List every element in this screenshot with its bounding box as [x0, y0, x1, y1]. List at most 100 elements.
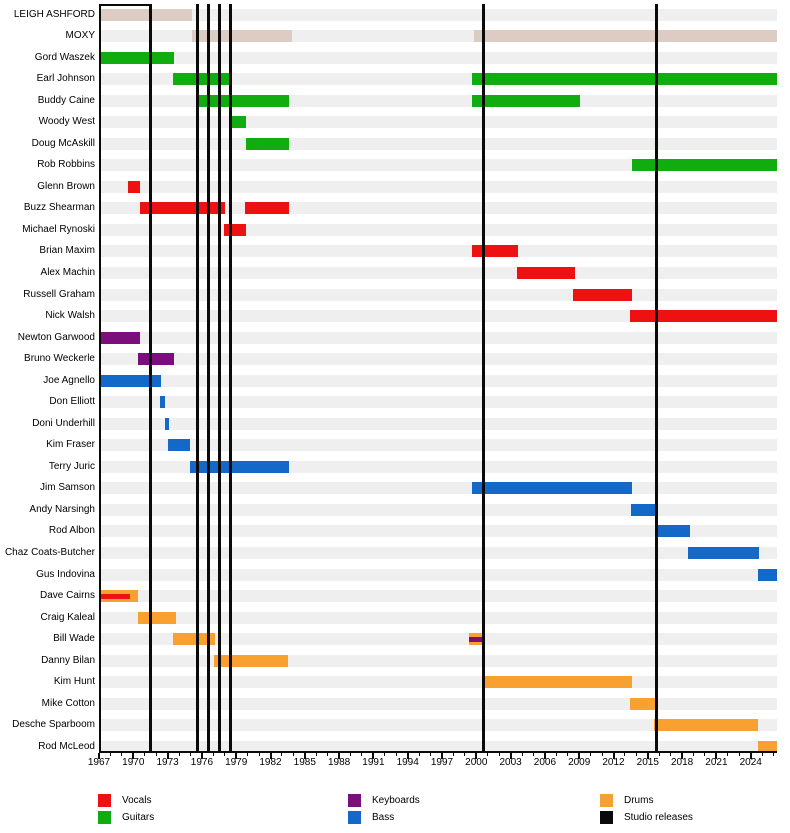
- timeline-bar-vocals: [224, 223, 247, 236]
- major-tick: [372, 753, 375, 759]
- year-tick-label: 2012: [602, 757, 625, 768]
- minor-tick: [327, 753, 329, 756]
- timeline-bar-drums: [483, 676, 632, 689]
- minor-tick: [109, 753, 111, 756]
- timeline-bar-guitars: [471, 73, 777, 86]
- minor-tick: [555, 753, 557, 756]
- major-tick: [475, 753, 478, 759]
- minor-tick: [315, 753, 317, 756]
- timeline-bar-band: [191, 30, 293, 43]
- minor-tick: [464, 753, 466, 756]
- timeline-plot-area: [98, 4, 777, 759]
- plot-top-border-segment: [99, 4, 151, 6]
- row-stripe: [99, 568, 777, 581]
- year-tick-label: 1967: [87, 757, 111, 768]
- timeline-bar-guitars: [246, 137, 289, 150]
- row-stripe: [99, 159, 777, 172]
- year-tick-label: 1985: [293, 757, 316, 768]
- timeline-bar-bass: [471, 482, 632, 495]
- row-stripe: [99, 611, 777, 624]
- legend-item-guitars: Guitars: [98, 811, 154, 824]
- minor-tick: [658, 753, 660, 756]
- row-stripe: [99, 719, 777, 732]
- row-stripe: [99, 245, 777, 258]
- year-tick-label: 1976: [190, 757, 214, 768]
- major-tick: [509, 753, 512, 759]
- row-label: Bill Wade: [53, 633, 95, 645]
- major-tick: [235, 753, 238, 759]
- timeline-bar-keyboards: [99, 331, 140, 344]
- row-label: Gus Indovina: [36, 568, 95, 580]
- studio-release-line: [195, 4, 199, 751]
- guitars-swatch-icon: [98, 811, 111, 824]
- timeline-overlay-keyboards: [468, 636, 485, 642]
- timeline-bar-guitars: [173, 73, 231, 86]
- minor-tick: [487, 753, 489, 756]
- timeline-bar-keyboards: [138, 353, 174, 366]
- row-label: Alex Machin: [40, 266, 95, 278]
- year-tick-label: 2021: [705, 757, 728, 768]
- minor-tick: [418, 753, 420, 756]
- minor-tick: [567, 753, 569, 756]
- row-label: Rod McLeod: [38, 740, 95, 752]
- legend-label-guitars: Guitars: [122, 812, 155, 823]
- row-stripe: [99, 547, 777, 559]
- legend-label-studio-releases: Studio releases: [624, 812, 693, 823]
- row-stripe: [99, 374, 777, 387]
- year-tick-label: 2015: [636, 757, 659, 768]
- row-label: Mike Cotton: [41, 697, 95, 709]
- major-tick: [543, 753, 546, 759]
- minor-tick: [704, 753, 706, 756]
- timeline-bar-guitars: [230, 116, 247, 129]
- row-label: Doug McAskill: [31, 137, 95, 149]
- timeline-bar-bass: [757, 568, 777, 581]
- row-stripe: [99, 439, 777, 452]
- row-label: Jim Samson: [39, 482, 95, 494]
- timeline-bar-drums: [630, 697, 655, 710]
- row-label: Woody West: [38, 116, 95, 128]
- row-label: Craig Kaleal: [40, 611, 95, 623]
- row-stripe: [99, 633, 777, 646]
- legend-item-bass: Bass: [348, 811, 394, 824]
- row-stripe: [99, 331, 777, 344]
- minor-tick: [258, 753, 260, 756]
- minor-tick: [350, 753, 352, 756]
- row-label: Earl Johnson: [36, 73, 95, 85]
- minor-tick: [727, 753, 729, 756]
- major-tick: [406, 753, 409, 759]
- row-stripe: [99, 137, 777, 150]
- row-stripe: [99, 223, 777, 236]
- minor-tick: [361, 753, 363, 756]
- timeline-bar-drums: [138, 611, 176, 624]
- row-stripe: [99, 8, 777, 21]
- timeline-bar-drums: [173, 633, 216, 646]
- keyboards-swatch-icon: [348, 794, 361, 807]
- row-label: Glenn Brown: [37, 180, 95, 192]
- studio-release-line: [207, 4, 211, 751]
- timeline-bar-guitars: [471, 94, 580, 107]
- timeline-bar-guitars: [631, 159, 777, 172]
- timeline-bar-vocals: [516, 266, 575, 279]
- year-tick-label: 2024: [739, 757, 762, 768]
- minor-tick: [212, 753, 214, 756]
- row-label: Kim Hunt: [53, 676, 95, 688]
- timeline-bar-drums: [757, 740, 777, 753]
- row-label: Doni Underhill: [32, 417, 95, 429]
- timeline-bar-bass: [167, 439, 191, 452]
- minor-tick: [452, 753, 454, 756]
- year-tick-label: 2018: [670, 757, 694, 768]
- row-stripe: [99, 697, 777, 710]
- minor-tick: [761, 753, 763, 756]
- legend-label-keyboards: Keyboards: [372, 795, 420, 806]
- minor-tick: [247, 753, 249, 756]
- timeline-bar-vocals: [245, 202, 290, 215]
- minor-tick: [155, 753, 157, 756]
- studio-release-line: [218, 4, 222, 751]
- timeline-bar-band: [474, 30, 777, 43]
- timeline-bar-drums: [214, 654, 289, 667]
- row-label: Newton Garwood: [17, 331, 95, 343]
- timeline-bar-band: [99, 8, 192, 21]
- minor-tick: [292, 753, 294, 756]
- timeline-bar-bass: [688, 547, 759, 559]
